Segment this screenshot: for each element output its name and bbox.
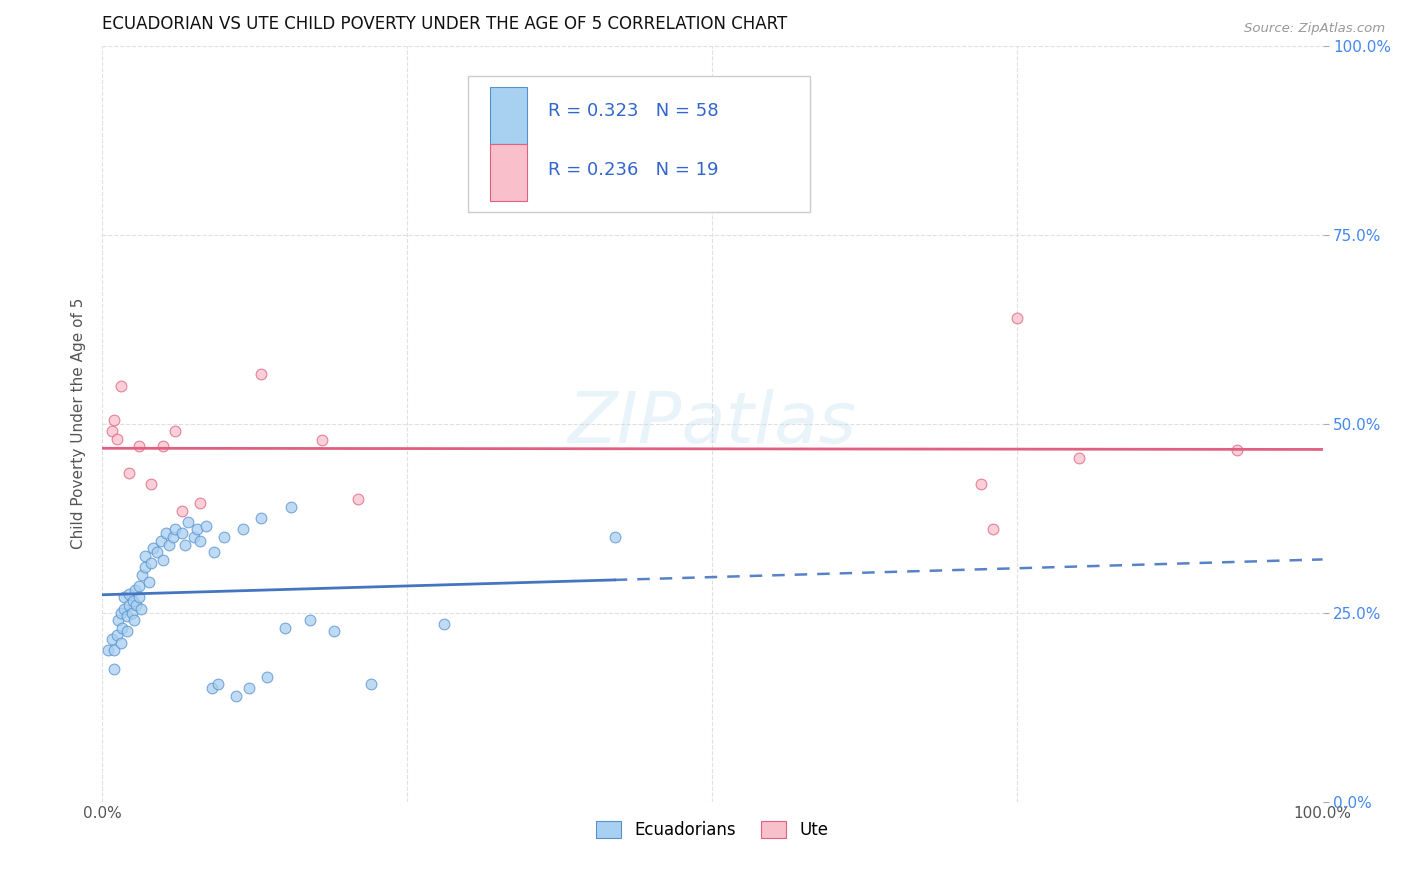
Point — [981, 523, 1004, 537]
Point — [111, 621, 134, 635]
Point — [152, 552, 174, 566]
Point — [204, 545, 226, 559]
Point — [155, 526, 177, 541]
Point — [201, 681, 224, 696]
Point — [256, 670, 278, 684]
Point — [125, 598, 148, 612]
Point — [134, 549, 156, 563]
Point — [138, 575, 160, 590]
Point — [194, 518, 217, 533]
FancyBboxPatch shape — [468, 76, 810, 212]
Point — [149, 533, 172, 548]
Point — [112, 591, 135, 605]
Point — [603, 530, 626, 544]
FancyBboxPatch shape — [491, 87, 527, 144]
Point — [146, 545, 169, 559]
Point — [970, 477, 993, 491]
Point — [105, 628, 128, 642]
Point — [128, 439, 150, 453]
Point — [103, 413, 125, 427]
Point — [103, 643, 125, 657]
Point — [118, 598, 141, 612]
Y-axis label: Child Poverty Under the Age of 5: Child Poverty Under the Age of 5 — [72, 298, 86, 549]
Point — [165, 523, 187, 537]
Point — [274, 621, 297, 635]
Point — [110, 636, 132, 650]
Point — [122, 613, 145, 627]
Point — [115, 609, 138, 624]
Point — [118, 466, 141, 480]
Point — [128, 591, 150, 605]
Point — [323, 624, 346, 639]
Point — [152, 439, 174, 453]
Point — [188, 533, 211, 548]
Point — [1067, 450, 1090, 465]
Point — [170, 526, 193, 541]
Text: R = 0.323   N = 58: R = 0.323 N = 58 — [548, 103, 718, 120]
Point — [174, 537, 197, 551]
Point — [101, 424, 124, 438]
Legend: Ecuadorians, Ute: Ecuadorians, Ute — [589, 814, 835, 847]
Point — [129, 602, 152, 616]
Point — [176, 515, 198, 529]
Point — [280, 500, 302, 514]
Point — [103, 662, 125, 676]
Point — [186, 523, 208, 537]
Point — [121, 594, 143, 608]
Point — [311, 434, 333, 448]
FancyBboxPatch shape — [491, 144, 527, 201]
Point — [128, 579, 150, 593]
Point — [142, 541, 165, 556]
Point — [118, 587, 141, 601]
Point — [162, 530, 184, 544]
Point — [131, 567, 153, 582]
Text: R = 0.236   N = 19: R = 0.236 N = 19 — [548, 161, 718, 179]
Point — [115, 624, 138, 639]
Point — [183, 530, 205, 544]
Point — [250, 511, 273, 525]
Point — [110, 379, 132, 393]
Point — [97, 643, 120, 657]
Point — [165, 424, 187, 438]
Point — [212, 530, 235, 544]
Point — [232, 523, 254, 537]
Point — [188, 496, 211, 510]
Point — [101, 632, 124, 646]
Point — [121, 606, 143, 620]
Point — [134, 560, 156, 574]
Text: Source: ZipAtlas.com: Source: ZipAtlas.com — [1244, 22, 1385, 36]
Point — [139, 477, 162, 491]
Point — [139, 557, 162, 571]
Point — [170, 503, 193, 517]
Point — [225, 689, 247, 703]
Point — [347, 492, 370, 507]
Point — [112, 602, 135, 616]
Point — [250, 368, 273, 382]
Text: ECUADORIAN VS UTE CHILD POVERTY UNDER THE AGE OF 5 CORRELATION CHART: ECUADORIAN VS UTE CHILD POVERTY UNDER TH… — [103, 15, 787, 33]
Point — [110, 606, 132, 620]
Point — [1226, 443, 1249, 458]
Point — [157, 537, 180, 551]
Point — [124, 582, 146, 597]
Point — [1007, 310, 1029, 325]
Point — [433, 616, 456, 631]
Point — [238, 681, 260, 696]
Point — [360, 677, 382, 691]
Point — [105, 432, 128, 446]
Text: ZIPatlas: ZIPatlas — [568, 389, 856, 458]
Point — [107, 613, 129, 627]
Point — [207, 677, 229, 691]
Point — [298, 613, 321, 627]
